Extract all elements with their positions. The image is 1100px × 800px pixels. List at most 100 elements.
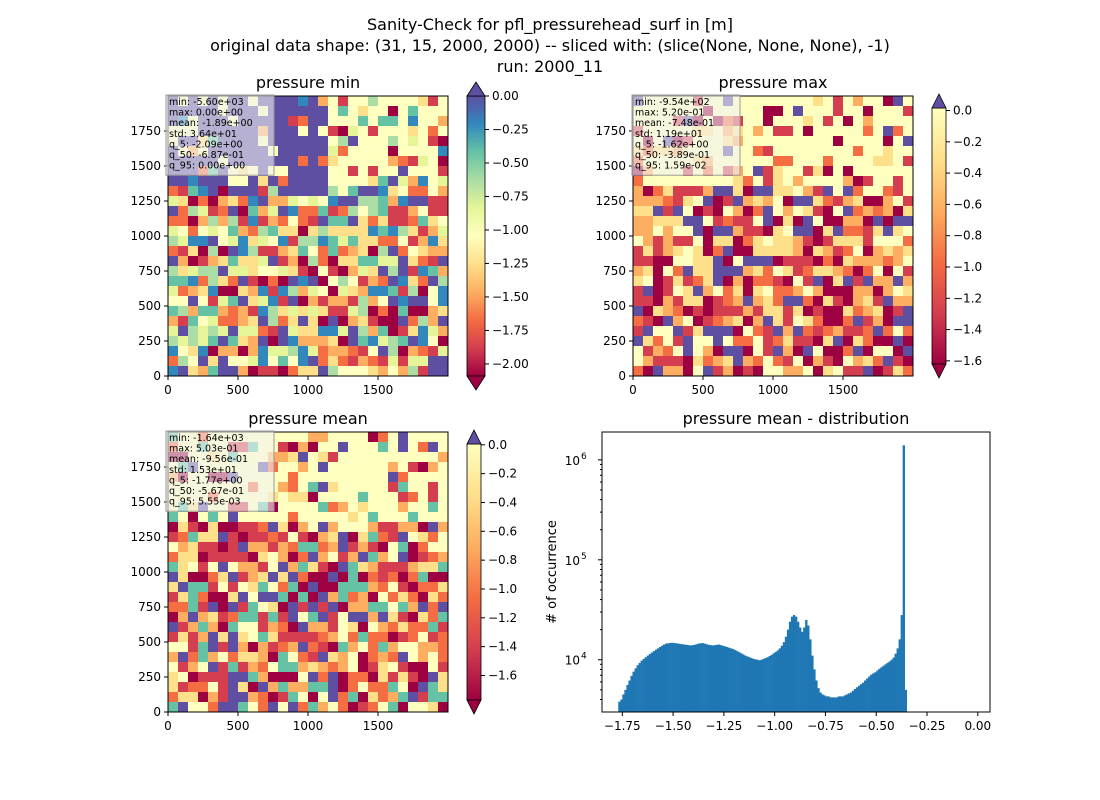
x-tick-label: −0.75 <box>807 719 844 733</box>
heatmap-cell <box>633 366 643 376</box>
heatmap-cell <box>348 366 358 376</box>
heatmap-cell <box>783 256 793 266</box>
heatmap-cell <box>318 96 328 106</box>
heatmap-cell <box>813 186 823 196</box>
heatmap-cell <box>388 196 398 206</box>
heatmap-cell <box>703 316 713 326</box>
heatmap-cell <box>438 356 448 366</box>
heatmap-cell <box>318 652 328 662</box>
heatmap-cell <box>893 206 903 216</box>
heatmap-cell <box>418 106 428 116</box>
y-tick-label: 750 <box>138 264 161 278</box>
heatmap-cell <box>228 562 238 572</box>
heatmap-cell <box>268 542 278 552</box>
heatmap-cell <box>208 196 218 206</box>
heatmap-cell <box>358 156 368 166</box>
heatmap-cell <box>308 692 318 702</box>
heatmap-cell <box>318 482 328 492</box>
histogram-bar <box>662 644 666 712</box>
heatmap-cell <box>428 246 438 256</box>
heatmap-cell <box>418 316 428 326</box>
stats-line: mean: -1.89e+00 <box>169 118 253 129</box>
heatmap-cell <box>643 286 653 296</box>
x-tick-label: 500 <box>227 719 250 733</box>
heatmap-cell <box>318 276 328 286</box>
heatmap-cell <box>893 146 903 156</box>
heatmap-cell <box>278 592 288 602</box>
heatmap-cell <box>833 226 843 236</box>
heatmap-cell <box>228 206 238 216</box>
heatmap-cell <box>358 246 368 256</box>
heatmap-cell <box>783 226 793 236</box>
heatmap-cell <box>288 432 298 442</box>
heatmap-cell <box>438 256 448 266</box>
heatmap-cell <box>803 236 813 246</box>
heatmap-cell <box>318 166 328 176</box>
heatmap-cell <box>823 266 833 276</box>
heatmap-cell <box>418 96 428 106</box>
heatmap-cell <box>318 552 328 562</box>
histogram-bar <box>654 649 658 712</box>
heatmap-cell <box>358 482 368 492</box>
heatmap-cell <box>388 246 398 256</box>
heatmap-cell <box>288 642 298 652</box>
heatmap-cell <box>248 592 258 602</box>
heatmap-cell <box>198 702 208 712</box>
heatmap-cell <box>853 356 863 366</box>
heatmap-cell <box>168 266 178 276</box>
heatmap-cell <box>693 246 703 256</box>
heatmap-cell <box>178 346 188 356</box>
heatmap-cell <box>298 472 308 482</box>
heatmap-cell <box>773 336 783 346</box>
stats-line: min: -9.54e+02 <box>635 97 710 108</box>
heatmap-cell <box>198 622 208 632</box>
heatmap-cell <box>328 492 338 502</box>
heatmap-cell <box>438 276 448 286</box>
heatmap-cell <box>238 632 248 642</box>
heatmap-cell <box>653 256 663 266</box>
stats-line: std: 3.64e+01 <box>169 129 237 140</box>
heatmap-cell <box>428 672 438 682</box>
heatmap-cell <box>288 582 298 592</box>
x-tick-label: 0 <box>164 383 172 397</box>
heatmap-cell <box>763 176 773 186</box>
heatmap-cell <box>368 462 378 472</box>
heatmap-cell <box>783 186 793 196</box>
heatmap-cell <box>238 602 248 612</box>
heatmap-cell <box>358 326 368 336</box>
stats-line: q_50: -6.87e-01 <box>169 150 244 161</box>
heatmap-cell <box>318 236 328 246</box>
heatmap-cell <box>418 572 428 582</box>
heatmap-cell <box>428 336 438 346</box>
heatmap-cell <box>428 502 438 512</box>
heatmap-cell <box>843 316 853 326</box>
heatmap-cell <box>198 366 208 376</box>
heatmap-cell <box>168 296 178 306</box>
heatmap-cell <box>713 276 723 286</box>
heatmap-cell <box>288 216 298 226</box>
heatmap-cell <box>308 186 318 196</box>
histogram-bar <box>813 669 816 712</box>
histogram-bar <box>667 643 670 712</box>
heatmap-cell <box>833 296 843 306</box>
heatmap-cell <box>258 196 268 206</box>
heatmap-cell <box>883 326 893 336</box>
heatmap-cell <box>278 522 288 532</box>
heatmap-cell <box>733 306 743 316</box>
heatmap-cell <box>278 176 288 186</box>
heatmap-cell <box>643 226 653 236</box>
heatmap-cell <box>903 146 913 156</box>
heatmap-cell <box>398 642 408 652</box>
heatmap-cell <box>338 672 348 682</box>
heatmap-cell <box>438 492 448 502</box>
heatmap-cell <box>328 512 338 522</box>
heatmap-cell <box>683 246 693 256</box>
heatmap-cell <box>168 682 178 692</box>
heatmap-cell <box>733 356 743 366</box>
heatmap-cell <box>398 592 408 602</box>
heatmap-cell <box>178 296 188 306</box>
heatmap-cell <box>358 582 368 592</box>
heatmap-cell <box>773 216 783 226</box>
heatmap-cell <box>673 356 683 366</box>
